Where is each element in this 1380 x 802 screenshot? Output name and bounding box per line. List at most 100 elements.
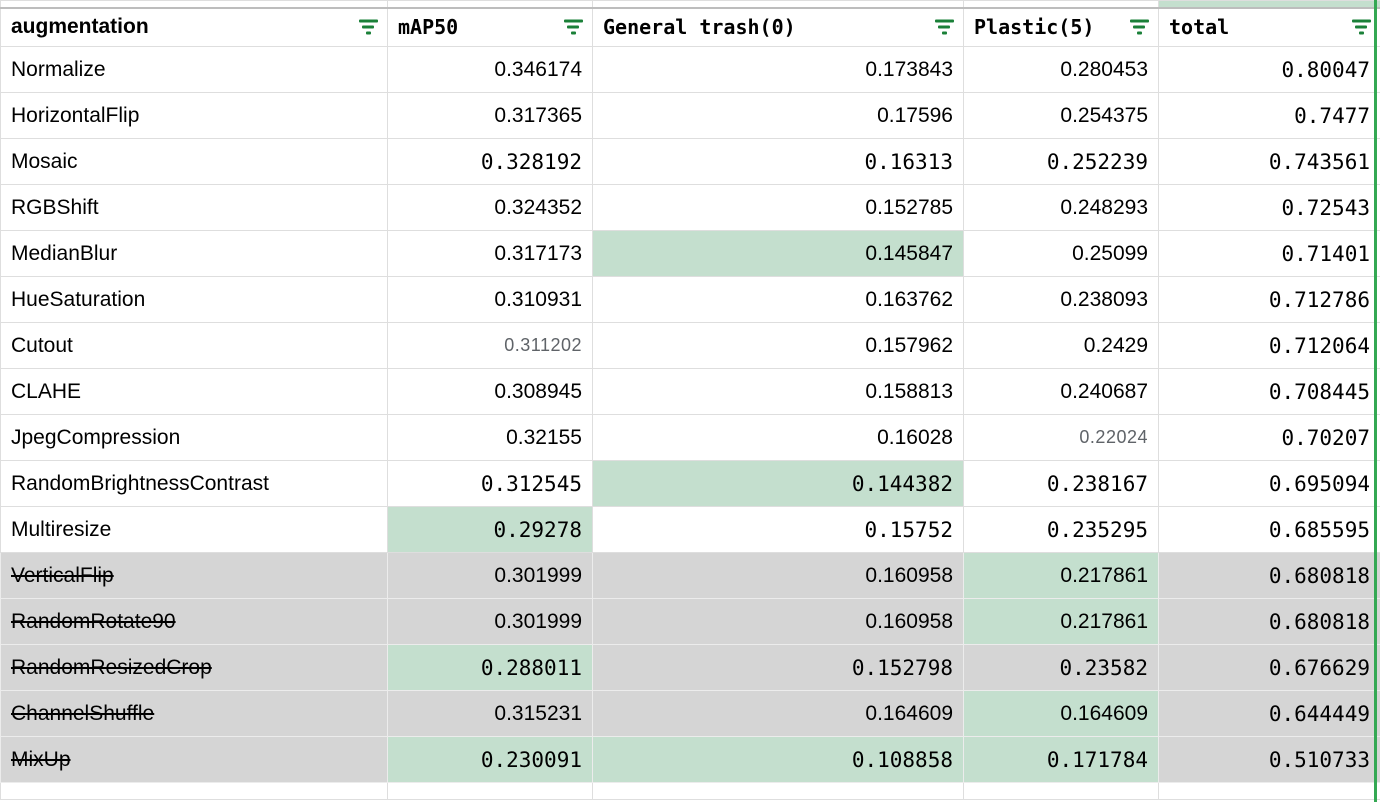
cell-augmentation[interactable]: HorizontalFlip — [0, 92, 388, 139]
cell-augmentation[interactable]: Normalize — [0, 46, 388, 93]
cell-total[interactable]: 0.685595 — [1158, 506, 1380, 553]
cell-augmentation[interactable]: MixUp — [0, 736, 388, 783]
cell-plastic[interactable]: 0.217861 — [963, 552, 1159, 599]
cell-augmentation[interactable]: VerticalFlip — [0, 552, 388, 599]
cell-map50[interactable]: 0.315231 — [387, 690, 593, 737]
cell-total[interactable]: 0.7477 — [1158, 92, 1380, 139]
cell-total[interactable]: 0.72543 — [1158, 184, 1380, 231]
cell-total[interactable]: 0.712786 — [1158, 276, 1380, 323]
cell-total[interactable]: 0.70207 — [1158, 414, 1380, 461]
cell-plastic[interactable]: 0.240687 — [963, 368, 1159, 415]
cell-map50[interactable]: 0.324352 — [387, 184, 593, 231]
header-cell-map50[interactable]: mAP50 — [387, 7, 593, 47]
filter-icon[interactable] — [358, 19, 378, 35]
cell-map50[interactable]: 0.317173 — [387, 230, 593, 277]
cell-general-trash[interactable]: 0.164609 — [592, 690, 964, 737]
cell-augmentation[interactable]: JpegCompression — [0, 414, 388, 461]
cell-general-trash[interactable]: 0.145847 — [592, 230, 964, 277]
cell-map50[interactable]: 0.230091 — [387, 736, 593, 783]
cell-map50[interactable]: 0.301999 — [387, 552, 593, 599]
cell-total[interactable]: 0.712064 — [1158, 322, 1380, 369]
cell-augmentation[interactable]: RandomRotate90 — [0, 598, 388, 645]
filter-icon[interactable] — [563, 19, 583, 35]
sliver-cell[interactable] — [963, 0, 1159, 9]
cell-map50[interactable]: 0.308945 — [387, 368, 593, 415]
cell-plastic[interactable]: 0.248293 — [963, 184, 1159, 231]
cell-total[interactable]: 0.680818 — [1158, 552, 1380, 599]
cell-augmentation[interactable]: Multiresize — [0, 506, 388, 553]
cell-plastic[interactable]: 0.164609 — [963, 690, 1159, 737]
cell-total[interactable]: 0.80047 — [1158, 46, 1380, 93]
cell-general-trash[interactable]: 0.16028 — [592, 414, 964, 461]
sliver-cell[interactable] — [0, 0, 388, 9]
cell-total[interactable]: 0.743561 — [1158, 138, 1380, 185]
cell-general-trash[interactable]: 0.157962 — [592, 322, 964, 369]
cell-general-trash[interactable]: 0.173843 — [592, 46, 964, 93]
header-cell-total[interactable]: total — [1158, 7, 1380, 47]
filter-icon[interactable] — [1129, 19, 1149, 35]
cell-map50[interactable]: 0.29278 — [387, 506, 593, 553]
cell-plastic[interactable]: 0.254375 — [963, 92, 1159, 139]
cell-augmentation[interactable]: RandomBrightnessContrast — [0, 460, 388, 507]
sliver-cell[interactable] — [1158, 0, 1380, 9]
cell-augmentation[interactable]: RGBShift — [0, 184, 388, 231]
cell-map50[interactable]: 0.310931 — [387, 276, 593, 323]
cell-general-trash[interactable]: 0.158813 — [592, 368, 964, 415]
cell-general-trash[interactable]: 0.152798 — [592, 644, 964, 691]
cell-general-trash[interactable]: 0.163762 — [592, 276, 964, 323]
cell-plastic[interactable]: 0.252239 — [963, 138, 1159, 185]
cell-map50[interactable]: 0.346174 — [387, 46, 593, 93]
cell-map50[interactable]: 0.288011 — [387, 644, 593, 691]
cell-total[interactable]: 0.695094 — [1158, 460, 1380, 507]
sliver-cell[interactable] — [592, 782, 964, 800]
cell-map50[interactable]: 0.311202 — [387, 322, 593, 369]
cell-plastic[interactable]: 0.25099 — [963, 230, 1159, 277]
cell-plastic[interactable]: 0.217861 — [963, 598, 1159, 645]
filter-icon[interactable] — [934, 19, 954, 35]
cell-plastic[interactable]: 0.238167 — [963, 460, 1159, 507]
cell-map50[interactable]: 0.312545 — [387, 460, 593, 507]
cell-augmentation[interactable]: Mosaic — [0, 138, 388, 185]
cell-general-trash[interactable]: 0.144382 — [592, 460, 964, 507]
cell-general-trash[interactable]: 0.16313 — [592, 138, 964, 185]
cell-general-trash[interactable]: 0.160958 — [592, 598, 964, 645]
header-cell-general-trash[interactable]: General trash(0) — [592, 7, 964, 47]
cell-total[interactable]: 0.676629 — [1158, 644, 1380, 691]
cell-general-trash[interactable]: 0.160958 — [592, 552, 964, 599]
sliver-cell[interactable] — [387, 0, 593, 9]
cell-augmentation[interactable]: HueSaturation — [0, 276, 388, 323]
cell-map50[interactable]: 0.32155 — [387, 414, 593, 461]
cell-total[interactable]: 0.644449 — [1158, 690, 1380, 737]
cell-general-trash[interactable]: 0.108858 — [592, 736, 964, 783]
sliver-cell[interactable] — [387, 782, 593, 800]
cell-plastic[interactable]: 0.235295 — [963, 506, 1159, 553]
cell-total[interactable]: 0.71401 — [1158, 230, 1380, 277]
cell-augmentation[interactable]: ChannelShuffle — [0, 690, 388, 737]
cell-map50[interactable]: 0.328192 — [387, 138, 593, 185]
sliver-cell[interactable] — [963, 782, 1159, 800]
cell-plastic[interactable]: 0.23582 — [963, 644, 1159, 691]
cell-augmentation[interactable]: CLAHE — [0, 368, 388, 415]
sliver-cell[interactable] — [592, 0, 964, 9]
cell-general-trash[interactable]: 0.15752 — [592, 506, 964, 553]
cell-plastic[interactable]: 0.238093 — [963, 276, 1159, 323]
cell-augmentation[interactable]: MedianBlur — [0, 230, 388, 277]
cell-general-trash[interactable]: 0.17596 — [592, 92, 964, 139]
cell-augmentation[interactable]: RandomResizedCrop — [0, 644, 388, 691]
cell-map50[interactable]: 0.301999 — [387, 598, 593, 645]
cell-general-trash[interactable]: 0.152785 — [592, 184, 964, 231]
cell-plastic[interactable]: 0.22024 — [963, 414, 1159, 461]
header-cell-plastic[interactable]: Plastic(5) — [963, 7, 1159, 47]
cell-map50[interactable]: 0.317365 — [387, 92, 593, 139]
cell-plastic[interactable]: 0.280453 — [963, 46, 1159, 93]
cell-plastic[interactable]: 0.2429 — [963, 322, 1159, 369]
filter-icon[interactable] — [1351, 19, 1371, 35]
cell-augmentation[interactable]: Cutout — [0, 322, 388, 369]
cell-plastic[interactable]: 0.171784 — [963, 736, 1159, 783]
sliver-cell[interactable] — [1158, 782, 1380, 800]
cell-total[interactable]: 0.510733 — [1158, 736, 1380, 783]
cell-total[interactable]: 0.680818 — [1158, 598, 1380, 645]
cell-total[interactable]: 0.708445 — [1158, 368, 1380, 415]
sliver-cell[interactable] — [0, 782, 388, 800]
header-cell-augmentation[interactable]: augmentation — [0, 7, 388, 47]
